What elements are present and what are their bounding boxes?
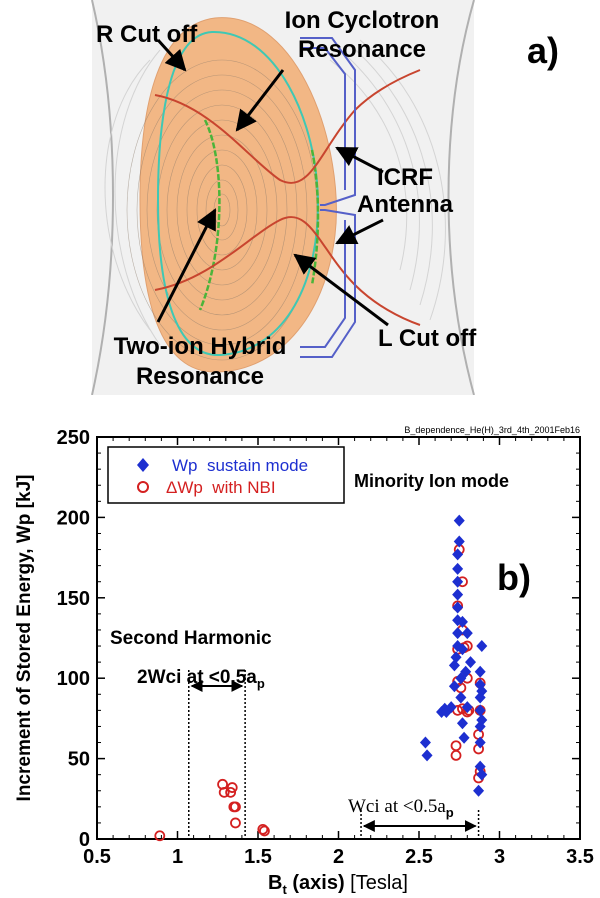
y-tick-label: 50 [68,749,90,771]
dwp-point [230,817,241,829]
wp-sustain-point [474,691,486,704]
x-axis-label: Bt (axis) [Tesla] [268,872,408,897]
wp-sustain-point [452,627,464,640]
wp-sustain-point [461,701,473,714]
wp-sustain-point [476,714,488,727]
hybrid-resonance-curve-left [198,119,221,311]
wp-sustain-point [421,749,433,762]
panel-b-chart: B_dependence_He(H)_3rd_4th_2001Feb16 0.5… [14,425,594,897]
panel-a-schematic: R Cut off Ion Cyclotron Resonance ICRF A… [91,0,559,395]
two-ion-label-line1: Two-ion Hybrid [114,333,287,360]
legend-label-dwp: ΔWp with NBI [166,478,276,497]
panel-b-label: b) [497,557,531,598]
dwp-point [450,749,462,761]
legend-diamond-marker [137,458,149,472]
wp-sustain-point [458,731,470,744]
y-tick-label: 200 [57,507,90,529]
minority-mode-label: Minority Ion mode [354,471,509,491]
wp-sustain-point [452,614,464,627]
annotation-arrows [156,38,389,327]
dwp-point [257,823,269,835]
y-tick-label: 0 [79,829,90,851]
wp-sustain-point [460,665,472,678]
x-tick-label: 3.5 [566,846,594,868]
header-note: B_dependence_He(H)_3rd_4th_2001Feb16 [404,425,580,435]
r-cutoff-curve [156,30,320,357]
wp-sustain-point [453,535,465,548]
x-tick-label: 2.5 [405,846,433,868]
wp-sustain-point [474,704,486,717]
wp-sustain-point [474,760,486,773]
wp-sustain-point [450,651,462,664]
wp-sustain-point [461,627,473,640]
second-harmonic-label: Second Harmonic [110,628,272,649]
icrf-antenna [300,37,356,358]
two-ion-label-line2: Resonance [136,363,264,390]
icrf-label-line2: Antenna [357,191,454,218]
ion-cyclotron-curve-upper [154,69,421,184]
wp-sustain-point [445,701,457,714]
x-tick-label: 1.5 [244,846,272,868]
x-tick-label: 0.5 [83,846,111,868]
wp-sustain-point [455,691,467,704]
dwp-point [218,786,230,798]
wp-sustain-point [456,643,468,656]
wci-label: Wci at <0.5ap [348,796,454,820]
l-cutoff-label: L Cut off [378,325,477,352]
wp-sustain-point [452,588,464,601]
dwp-point [450,740,462,752]
panel-a-label: a) [527,30,559,71]
legend: Wp sustain mode ΔWp with NBI [107,446,345,504]
y-tick-labels: 0 50 100 150 200 250 [57,427,90,851]
range-markers [188,670,480,839]
dwp-point [230,801,241,813]
dwp-point [259,825,270,837]
axis-ticks [96,436,581,840]
wp-sustain-point [452,562,464,575]
wp-sustain-point [452,548,464,561]
wp-sustain-point [465,656,477,669]
ion-cyclotron-curve-lower [154,216,421,326]
ion-cyclotron-label-line2: Resonance [298,36,426,63]
wp-sustain-point [448,680,460,693]
x-tick-label: 2 [333,846,344,868]
y-axis-label: Increment of Stored Energy, Wp [kJ] [14,475,35,802]
dwp-point [226,782,238,793]
wp-sustain-point [474,665,486,678]
dwp-point [473,729,484,740]
icrf-label-line1: ICRF [377,164,433,191]
data-points [154,514,488,842]
y-tick-label: 250 [57,427,90,449]
dwp-point [225,786,237,798]
y-tick-label: 100 [57,668,90,690]
dwp-point [154,830,166,842]
y-tick-label: 150 [57,588,90,610]
legend-box [107,446,345,504]
wp-sustain-point [452,601,464,614]
wp-sustain-point [476,640,488,653]
x-tick-label: 1 [172,846,183,868]
wp-sustain-point [452,575,464,588]
r-cutoff-label: R Cut off [96,21,198,48]
x-tick-label: 3 [494,846,505,868]
wp-sustain-point [476,685,488,698]
wp-sustain-point [453,514,465,527]
wp-sustain-point [448,659,460,672]
wp-sustain-point [456,717,468,730]
ion-cyclotron-label-line1: Ion Cyclotron [285,7,440,34]
wp-sustain-point [473,784,485,797]
wp-sustain-point [419,736,431,749]
wp-sustain-point [474,736,486,749]
wp-sustain-point [476,768,488,781]
legend-circle-marker [137,481,149,493]
legend-label-wp: Wp sustain mode [172,456,308,475]
x-tick-labels: 0.5 1 1.5 2 2.5 3 3.5 [83,846,594,868]
wp-sustain-point [456,615,468,628]
